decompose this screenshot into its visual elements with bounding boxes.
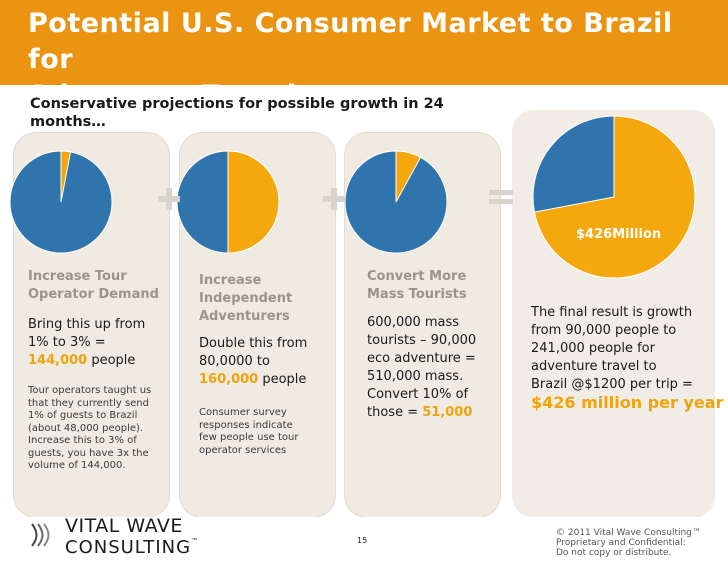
final-result-value: $426 million per year bbox=[531, 393, 724, 412]
note-line: guests, you have 3x the bbox=[28, 447, 149, 459]
body-line: 241,000 people for bbox=[531, 341, 655, 356]
note-line: volume of 144,000. bbox=[28, 460, 126, 471]
pie-label-final: $426Million bbox=[576, 227, 662, 242]
heading-line: Convert More bbox=[367, 269, 467, 284]
note-line: Increase this to 3% of bbox=[28, 435, 137, 446]
column-3-heading: Convert More Mass Tourists bbox=[367, 268, 467, 304]
highlight-suffix: people bbox=[87, 353, 136, 368]
pie-slice-orange bbox=[227, 150, 280, 254]
highlight-suffix: people bbox=[258, 372, 307, 387]
copyright-notice: © 2011 Vital Wave Consulting™ Proprietar… bbox=[556, 528, 701, 558]
heading-line: Increase Tour bbox=[28, 269, 127, 284]
body-line: 1% to 3% = bbox=[28, 335, 106, 350]
column-2-body: Double this from 80,0000 to 160,000 peop… bbox=[199, 335, 307, 389]
body-line: eco adventure = bbox=[367, 351, 476, 366]
body-line: from 90,000 people to bbox=[531, 323, 677, 338]
slide-title-line-1: Potential U.S. Consumer Market to Brazil… bbox=[28, 8, 673, 75]
highlight-prefix: those = bbox=[367, 405, 423, 420]
body-line: adventure travel to bbox=[531, 359, 657, 374]
slide-title-line-2: Adventure Travel bbox=[28, 80, 297, 111]
logo-consulting-word: CONSULTING bbox=[65, 537, 192, 558]
logo-text-consulting: CONSULTING™ bbox=[65, 537, 199, 558]
body-highlight-line: 160,000 people bbox=[199, 371, 307, 389]
body-line: 600,000 mass bbox=[367, 315, 460, 330]
highlight-value: 160,000 bbox=[199, 372, 259, 387]
trademark-symbol: ™ bbox=[191, 537, 200, 545]
heading-line: Independent bbox=[199, 291, 293, 306]
note-line: 1% of guests to Brazil bbox=[28, 410, 138, 421]
pie-slice-orange bbox=[60, 150, 72, 203]
heading-line: Operator Demand bbox=[28, 287, 159, 302]
body-line: tourists – 90,000 bbox=[367, 333, 477, 348]
column-1-body: Bring this up from 1% to 3% = 144,000 pe… bbox=[28, 316, 145, 370]
heading-line: Adventurers bbox=[199, 309, 290, 324]
column-2-note: Consumer survey responses indicate few p… bbox=[199, 407, 298, 457]
page-number: 15 bbox=[357, 536, 368, 545]
column-1-heading: Increase Tour Operator Demand bbox=[28, 268, 159, 304]
note-line: (about 48,000 people). bbox=[28, 422, 144, 434]
title-banner: Potential U.S. Consumer Market to Brazil… bbox=[0, 0, 728, 111]
body-line: 510,000 mass. bbox=[367, 369, 464, 384]
note-line: operator services bbox=[199, 444, 287, 456]
footer bbox=[0, 517, 728, 563]
note-line: Tour operators taught us bbox=[28, 385, 152, 396]
body-line: Convert 10% of bbox=[367, 387, 469, 402]
logo-text-vital-wave: VITAL WAVE bbox=[65, 515, 183, 537]
column-1-note: Tour operators taught us that they curre… bbox=[28, 385, 151, 473]
pie-slice-orange bbox=[533, 115, 696, 279]
slide-subtitle: Conservative projections for possible gr… bbox=[30, 95, 470, 131]
body-line: Double this from bbox=[199, 336, 308, 351]
subtitle-line-2: months… bbox=[30, 114, 106, 130]
body-line: 80,0000 to bbox=[199, 354, 270, 369]
note-line: that they currently send bbox=[28, 397, 149, 409]
plus-icon bbox=[323, 188, 345, 210]
plus-icon bbox=[158, 188, 180, 210]
column-2-heading: Increase Independent Adventurers bbox=[199, 272, 292, 326]
heading-line: Mass Tourists bbox=[367, 287, 467, 302]
vital-wave-logo-icon bbox=[31, 523, 50, 547]
pie-chart-mass-tourists bbox=[344, 150, 448, 254]
body-highlight-line: 144,000 people bbox=[28, 352, 145, 370]
highlight-value: 144,000 bbox=[28, 353, 88, 368]
highlight-value: 51,000 bbox=[422, 405, 473, 420]
equals-icon bbox=[489, 186, 513, 208]
body-line: Brazil @$1200 per trip = bbox=[531, 377, 693, 392]
body-line: The final result is growth bbox=[531, 305, 693, 320]
column-4-body: The final result is growth from 90,000 p… bbox=[531, 304, 723, 412]
copyright-line: Do not copy or distribute. bbox=[556, 548, 672, 558]
slide-title: Potential U.S. Consumer Market to Brazil… bbox=[28, 6, 718, 114]
note-line: Consumer survey bbox=[199, 407, 287, 418]
copyright-line: © 2011 Vital Wave Consulting™ bbox=[556, 528, 701, 538]
body-highlight-line: those = 51,000 bbox=[367, 404, 476, 422]
body-line: Bring this up from bbox=[28, 317, 146, 332]
pie-chart-tour-operator bbox=[9, 150, 113, 254]
note-line: responses indicate bbox=[199, 419, 293, 431]
note-line: few people use tour bbox=[199, 432, 299, 443]
copyright-line: Proprietary and Confidential: bbox=[556, 538, 686, 548]
heading-line: Increase bbox=[199, 273, 262, 288]
pie-slice-orange bbox=[395, 150, 422, 203]
pie-chart-final-result bbox=[532, 115, 696, 279]
pie-chart-independent bbox=[176, 150, 280, 254]
subtitle-line-1: Conservative projections for possible gr… bbox=[30, 96, 444, 112]
column-3-body: 600,000 mass tourists – 90,000 eco adven… bbox=[367, 314, 476, 422]
